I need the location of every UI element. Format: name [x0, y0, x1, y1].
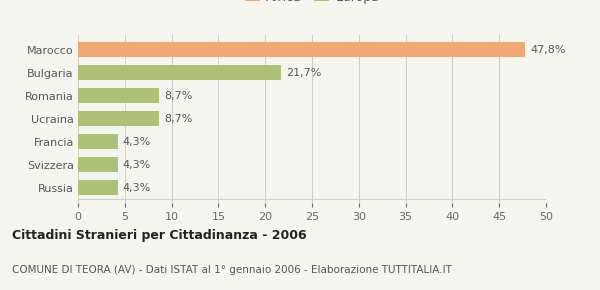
Text: 8,7%: 8,7%	[164, 114, 193, 124]
Bar	[78, 135, 118, 149]
Bar	[78, 180, 118, 195]
Text: 47,8%: 47,8%	[530, 45, 566, 55]
Text: 4,3%: 4,3%	[123, 160, 151, 170]
Text: COMUNE DI TEORA (AV) - Dati ISTAT al 1° gennaio 2006 - Elaborazione TUTTITALIA.I: COMUNE DI TEORA (AV) - Dati ISTAT al 1° …	[12, 264, 452, 275]
Bar	[78, 88, 160, 103]
Text: Cittadini Stranieri per Cittadinanza - 2006: Cittadini Stranieri per Cittadinanza - 2…	[12, 229, 307, 242]
Legend: Africa, Europa: Africa, Europa	[245, 0, 379, 3]
Text: 4,3%: 4,3%	[123, 183, 151, 193]
Bar	[78, 157, 118, 172]
Bar	[78, 42, 526, 57]
Bar	[78, 66, 281, 80]
Text: 4,3%: 4,3%	[123, 137, 151, 147]
Text: 8,7%: 8,7%	[164, 91, 193, 101]
Bar	[78, 111, 160, 126]
Text: 21,7%: 21,7%	[286, 68, 321, 78]
